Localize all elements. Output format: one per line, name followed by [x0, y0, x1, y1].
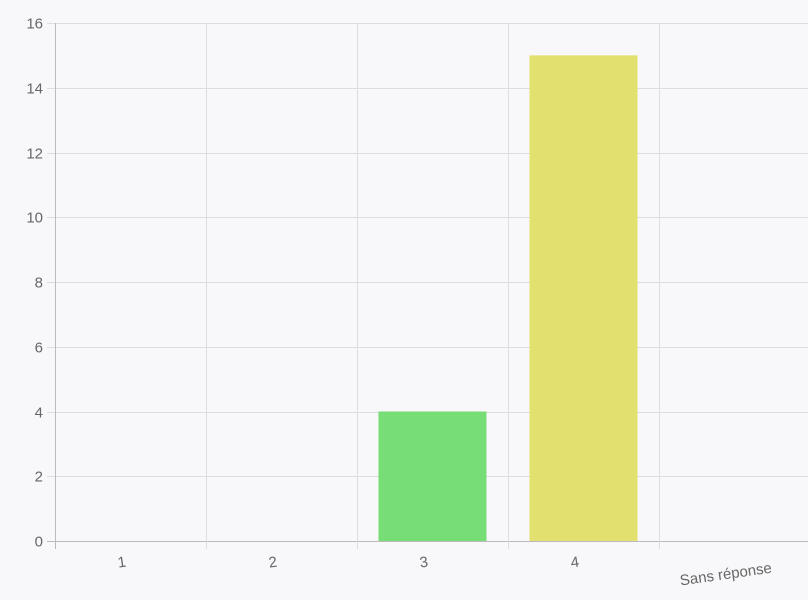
x-tick-label: 3 — [419, 554, 430, 572]
bar — [529, 55, 638, 541]
x-tick-label: 4 — [570, 554, 581, 572]
bar — [378, 411, 487, 541]
y-tick-label: 8 — [35, 275, 43, 292]
x-tick-label: Sans réponse — [679, 560, 773, 590]
y-tick-label: 4 — [35, 405, 43, 422]
bars — [378, 55, 638, 541]
x-tick-label: 2 — [268, 554, 279, 572]
y-tick-labels: 0 2 4 6 8 10 12 14 16 — [26, 16, 43, 551]
x-tick-labels: 1 2 3 4 Sans réponse — [117, 554, 773, 590]
y-tick-label: 0 — [35, 534, 43, 551]
y-tick-label: 14 — [26, 81, 43, 98]
y-tick-label: 10 — [26, 210, 43, 227]
grid — [47, 23, 808, 549]
y-tick-label: 2 — [35, 469, 43, 486]
x-tick-label: 1 — [117, 554, 128, 572]
y-tick-label: 12 — [26, 146, 43, 163]
y-tick-label: 16 — [26, 16, 43, 33]
y-tick-label: 6 — [35, 340, 43, 357]
